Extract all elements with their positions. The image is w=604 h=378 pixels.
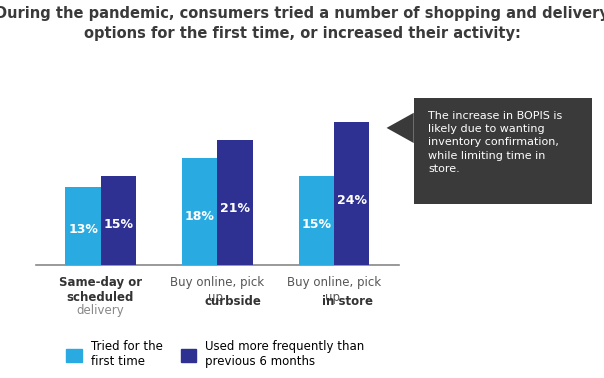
Text: The increase in BOPIS is
likely due to wanting
inventory confirmation,
while lim: The increase in BOPIS is likely due to w…: [428, 111, 562, 174]
Text: 15%: 15%: [103, 218, 133, 231]
Text: in store: in store: [322, 295, 373, 308]
Bar: [299, 175, 335, 265]
Text: During the pandemic, consumers tried a number of shopping and delivery: During the pandemic, consumers tried a n…: [0, 6, 604, 21]
Text: 15%: 15%: [302, 218, 332, 231]
Text: 24%: 24%: [337, 194, 367, 207]
Bar: [65, 187, 100, 265]
Bar: [182, 158, 217, 265]
Bar: [335, 122, 370, 265]
Text: Same-day or
scheduled: Same-day or scheduled: [59, 276, 142, 304]
Text: Buy online, pick
up: Buy online, pick up: [170, 276, 265, 304]
Legend: Tried for the
first time, Used more frequently than
previous 6 months: Tried for the first time, Used more freq…: [66, 340, 365, 368]
Text: Buy online, pick
up: Buy online, pick up: [288, 276, 381, 304]
Text: 18%: 18%: [185, 210, 215, 223]
Text: delivery: delivery: [77, 304, 124, 317]
Text: curbside: curbside: [204, 295, 261, 308]
Bar: [100, 175, 136, 265]
Text: 21%: 21%: [220, 202, 250, 215]
Bar: [217, 140, 252, 265]
Text: 13%: 13%: [68, 223, 98, 236]
Text: options for the first time, or increased their activity:: options for the first time, or increased…: [83, 26, 521, 42]
